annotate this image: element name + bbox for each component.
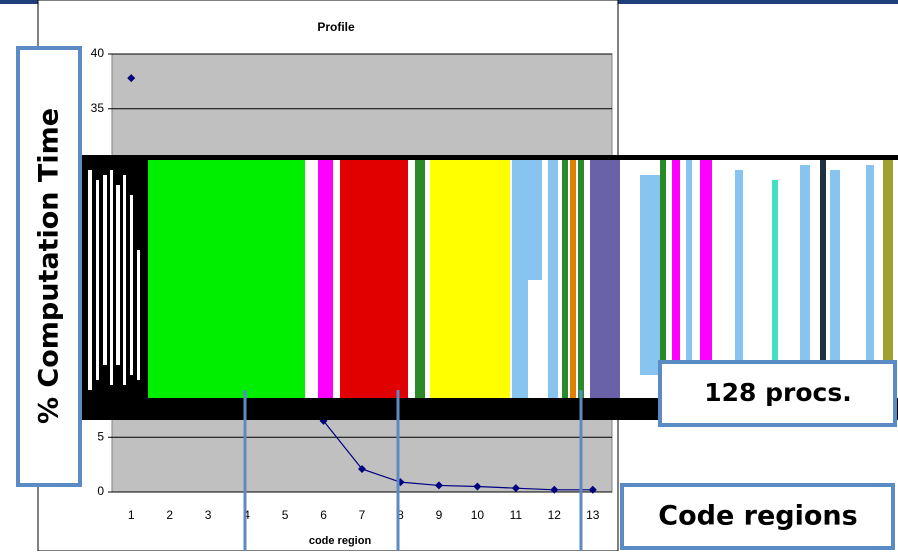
slide: Profile code region 05101520253035401234…: [0, 0, 898, 551]
x-tick-label: 13: [586, 508, 600, 522]
chart-title: Profile: [317, 20, 355, 34]
y-axis-annotation: % Computation Time: [34, 108, 65, 424]
y-tick-label: 40: [91, 46, 105, 60]
procs-annotation: 128 procs.: [704, 378, 852, 407]
x-tick-label: 9: [436, 508, 443, 522]
x-tick-label: 6: [320, 508, 327, 522]
x-tick-label: 5: [282, 508, 289, 522]
x-tick-label: 1: [128, 508, 135, 522]
page: {"chart_data": {"type": "line", "title":…: [0, 0, 898, 551]
y-tick-label: 35: [91, 101, 105, 115]
y-tick-label: 5: [97, 429, 104, 443]
x-tick-label: 12: [548, 508, 562, 522]
x-tick-label: 11: [510, 508, 523, 522]
x-axis-title: code region: [309, 535, 372, 547]
x-tick-label: 7: [359, 508, 366, 522]
regions-annotation: Code regions: [658, 501, 857, 532]
x-tick-label: 2: [166, 508, 173, 522]
x-tick-label: 10: [471, 508, 485, 522]
x-tick-label: 3: [205, 508, 212, 522]
y-tick-label: 0: [97, 484, 104, 498]
